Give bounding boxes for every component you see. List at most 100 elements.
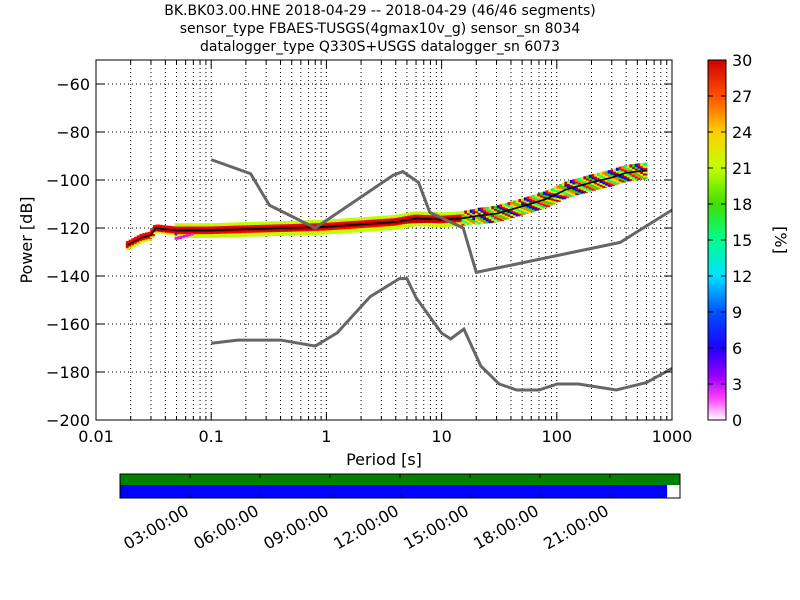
psd-cell	[499, 217, 504, 221]
psd-cell	[548, 192, 553, 197]
psd-cell	[626, 174, 632, 178]
psd-cell	[288, 224, 293, 228]
psd-cell	[350, 229, 356, 233]
psd-cell	[182, 232, 188, 237]
psd-cell	[507, 215, 513, 219]
psd-cell	[366, 220, 372, 224]
psd-cell	[461, 220, 467, 224]
psd-cell	[448, 223, 453, 227]
psd-cell	[196, 230, 201, 235]
psd-cell	[198, 232, 204, 237]
psd-cell	[220, 234, 226, 238]
psd-cell	[347, 225, 353, 229]
psd-cell	[518, 200, 523, 205]
plot-frame	[95, 59, 673, 421]
psd-cell	[512, 213, 518, 218]
psd-cell	[534, 203, 540, 207]
psd-cell	[420, 211, 426, 215]
psd-cell	[217, 230, 223, 234]
x-tick-label: 0.1	[198, 427, 223, 446]
psd-cell	[512, 210, 518, 214]
psd-cell	[613, 181, 618, 186]
x-tick-label: 0.01	[78, 427, 114, 446]
psd-cell	[621, 177, 626, 181]
psd-cell	[540, 201, 545, 206]
psd-cell	[607, 170, 613, 174]
psd-cell	[475, 215, 480, 219]
psd-cell	[272, 223, 277, 227]
psd-cell	[190, 225, 196, 229]
psd-cell	[534, 201, 540, 205]
psd-cell	[472, 220, 477, 224]
psd-cell	[326, 229, 331, 233]
psd-cell	[637, 167, 643, 171]
psd-cell	[575, 178, 580, 182]
psd-cell	[634, 163, 640, 167]
psd-cell	[131, 242, 136, 246]
psd-cell	[496, 208, 502, 213]
psd-cell	[632, 163, 637, 168]
psd-cell	[266, 232, 272, 237]
psd-cell	[488, 206, 494, 210]
psd-cell	[291, 227, 296, 231]
psd-cell	[188, 227, 193, 231]
psd-cell	[412, 220, 418, 224]
psd-cell	[591, 185, 597, 189]
psd-cell	[599, 181, 605, 185]
psd-cell	[634, 167, 640, 171]
psd-cell	[393, 216, 399, 220]
psd-cell	[171, 226, 177, 230]
psd-cell	[488, 210, 494, 214]
noise-models	[127, 158, 672, 392]
psd-cell	[204, 225, 209, 229]
psd-cell	[285, 220, 291, 225]
psd-cell	[504, 204, 510, 208]
psd-cell	[280, 221, 285, 225]
psd-cell	[320, 223, 326, 227]
psd-cell	[309, 220, 315, 224]
psd-cell	[258, 223, 264, 227]
psd-cell	[499, 215, 504, 220]
psd-cell	[396, 223, 402, 228]
psd-cell	[358, 224, 364, 229]
psd-cell	[404, 220, 410, 224]
psd-cell	[296, 230, 301, 234]
psd-cell	[161, 230, 166, 235]
psd-cell	[634, 177, 640, 181]
psd-cell	[410, 211, 415, 216]
psd-cell	[231, 234, 236, 238]
psd-cell	[602, 171, 607, 175]
psd-cell	[261, 229, 266, 233]
psd-cell	[304, 231, 310, 236]
psd-cell	[588, 188, 594, 192]
psd-cell	[607, 179, 613, 183]
psd-cell	[374, 223, 380, 228]
psd-cell	[239, 229, 245, 234]
psd-cell	[407, 214, 412, 218]
psd-cell	[642, 176, 648, 180]
psd-cell	[198, 227, 204, 231]
title-line-1: BK.BK03.00.HNE 2018-04-29 -- 2018-04-29 …	[164, 3, 596, 19]
psd-cell	[331, 226, 337, 231]
psd-cell	[461, 210, 467, 215]
psd-cell	[361, 220, 366, 225]
psd-cell	[380, 217, 385, 221]
psd-cell	[388, 215, 393, 219]
timeline-label: 15:00:00	[400, 501, 472, 553]
psd-cell	[564, 191, 569, 195]
psd-cell	[632, 167, 637, 172]
psd-cell	[244, 225, 250, 230]
psd-cell	[534, 194, 540, 198]
psd-cell	[629, 164, 634, 168]
psd-cell	[623, 178, 629, 182]
psd-cell	[623, 168, 629, 172]
psd-cell	[369, 228, 375, 232]
psd-cell	[207, 225, 212, 229]
psd-cell	[399, 223, 404, 227]
psd-cell	[445, 215, 450, 220]
psd-cell	[269, 223, 274, 227]
psd-cell	[337, 218, 342, 222]
psd-cell	[637, 165, 643, 169]
psd-cell	[496, 216, 502, 220]
